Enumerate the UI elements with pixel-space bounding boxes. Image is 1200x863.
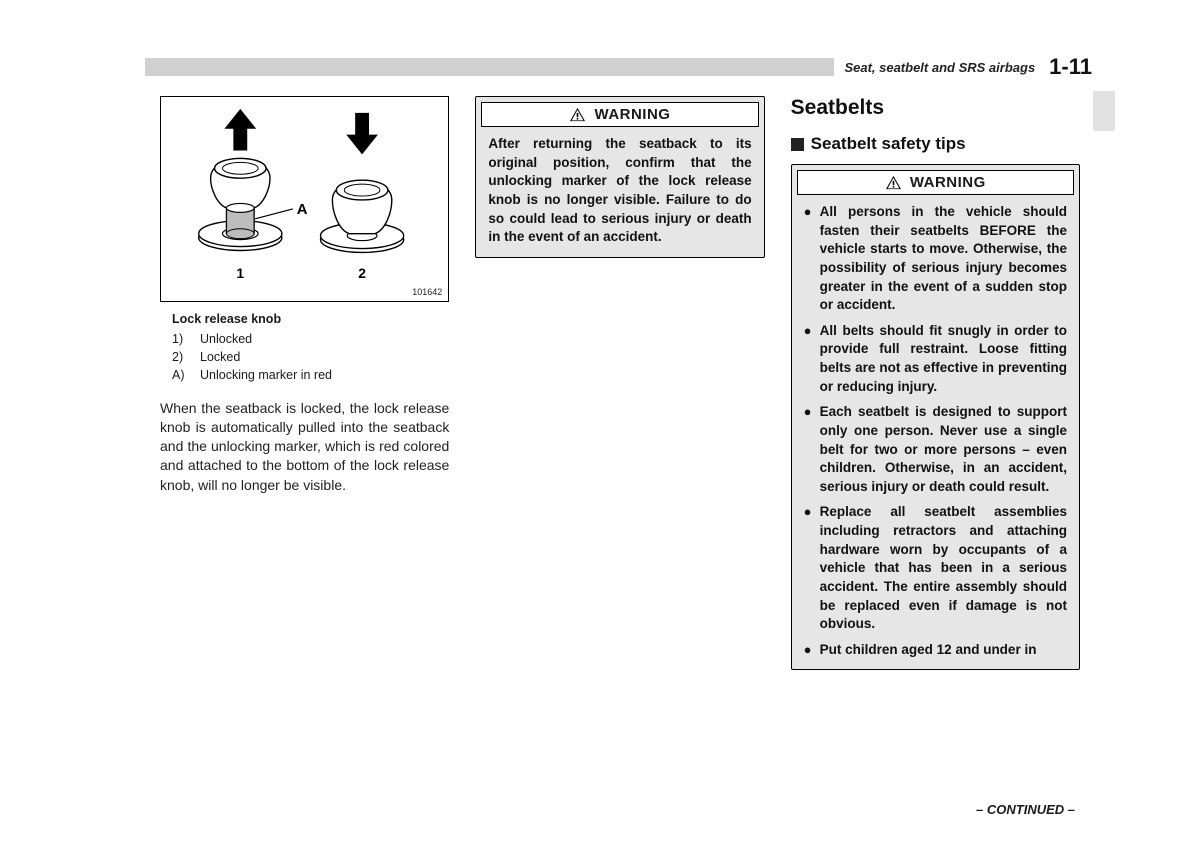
warning-box-seatbelts: WARNING ● All persons in the vehicle sho… <box>791 164 1080 670</box>
figure-label-1: 1 <box>236 265 244 281</box>
caption-title: Lock release knob <box>172 310 449 328</box>
bullet-text: Each seatbelt is designed to support onl… <box>820 403 1067 496</box>
warning-header: WARNING <box>797 170 1074 195</box>
figure-caption: Lock release knob 1) Unlocked 2) Locked … <box>160 310 449 385</box>
bullet-icon: ● <box>804 322 820 397</box>
warning-bullet-item: ● Replace all seatbelt assemblies includ… <box>804 503 1067 633</box>
warning-triangle-icon <box>885 175 902 190</box>
figure-illustration: A 1 2 <box>161 97 448 301</box>
column-2: WARNING After returning the seatback to … <box>475 96 764 795</box>
bullet-icon: ● <box>804 403 820 496</box>
warning-bullet-item: ● Put children aged 12 and under in <box>804 641 1067 660</box>
heading-safety-tips: Seatbelt safety tips <box>791 134 1080 154</box>
bullet-text: All persons in the vehicle should fasten… <box>820 203 1067 315</box>
figure-label-2: 2 <box>358 265 366 281</box>
page-header: Seat, seatbelt and SRS airbags 1-11 <box>834 58 1092 76</box>
warning-body: After returning the seatback to its orig… <box>476 127 763 257</box>
caption-list: 1) Unlocked 2) Locked A) Unlocking marke… <box>172 330 449 384</box>
caption-text: Unlocking marker in red <box>200 366 332 384</box>
warning-title: WARNING <box>910 174 986 191</box>
warning-bullet-list: ● All persons in the vehicle should fast… <box>804 203 1067 659</box>
column-3: Seatbelts Seatbelt safety tips WARNING ● <box>791 96 1080 795</box>
bullet-text: Replace all seatbelt assemblies includin… <box>820 503 1067 633</box>
heading-marker-icon <box>791 138 804 151</box>
page-number: 1-11 <box>1049 54 1092 80</box>
heading-text: Seatbelt safety tips <box>811 134 966 154</box>
bullet-icon: ● <box>804 641 820 660</box>
caption-text: Unlocked <box>200 330 252 348</box>
figure-id: 101642 <box>412 287 442 297</box>
heading-seatbelts: Seatbelts <box>791 96 1080 120</box>
warning-header: WARNING <box>481 102 758 127</box>
caption-key: 1) <box>172 330 200 348</box>
warning-box-seatback: WARNING After returning the seatback to … <box>475 96 764 258</box>
warning-bullet-item: ● Each seatbelt is designed to support o… <box>804 403 1067 496</box>
thumb-tab <box>1093 91 1115 131</box>
warning-body: ● All persons in the vehicle should fast… <box>792 195 1079 669</box>
caption-key: 2) <box>172 348 200 366</box>
content-columns: A 1 2 101642 Lock release knob 1) Unlock… <box>160 96 1080 795</box>
caption-item: 1) Unlocked <box>172 330 449 348</box>
caption-item: 2) Locked <box>172 348 449 366</box>
bullet-text: Put children aged 12 and under in <box>820 641 1067 660</box>
caption-key: A) <box>172 366 200 384</box>
figure-lock-release-knob: A 1 2 101642 <box>160 96 449 302</box>
caption-item: A) Unlocking marker in red <box>172 366 449 384</box>
section-title: Seat, seatbelt and SRS airbags <box>844 60 1035 75</box>
warning-title: WARNING <box>594 106 670 123</box>
body-paragraph: When the seatback is locked, the lock re… <box>160 399 449 496</box>
column-1: A 1 2 101642 Lock release knob 1) Unlock… <box>160 96 449 795</box>
warning-bullet-item: ● All belts should fit snugly in order t… <box>804 322 1067 397</box>
bullet-text: All belts should fit snugly in order to … <box>820 322 1067 397</box>
warning-bullet-item: ● All persons in the vehicle should fast… <box>804 203 1067 315</box>
figure-label-a: A <box>297 202 308 218</box>
continued-label: – CONTINUED – <box>976 802 1075 817</box>
warning-triangle-icon <box>569 107 586 122</box>
bullet-icon: ● <box>804 503 820 633</box>
bullet-icon: ● <box>804 203 820 315</box>
caption-text: Locked <box>200 348 240 366</box>
